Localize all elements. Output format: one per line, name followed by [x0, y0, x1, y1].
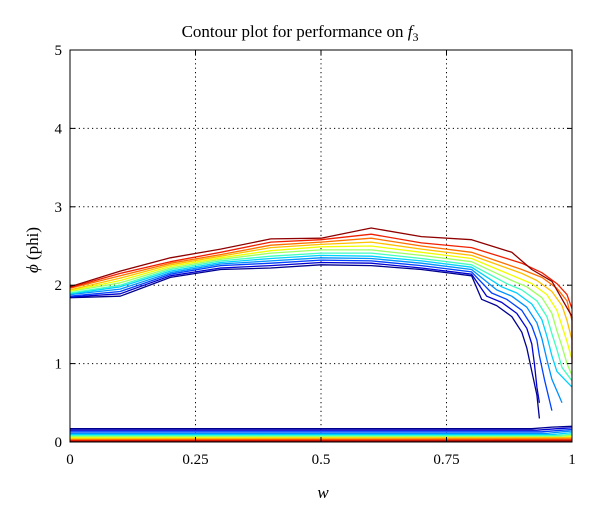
y-tick-label: 2	[55, 278, 63, 294]
upper-contour-line-3	[69, 259, 553, 411]
chart-title: Contour plot for performance on f3	[182, 22, 419, 44]
grid-lines	[70, 50, 572, 442]
y-axis-label: ϕ (phi)	[23, 227, 42, 273]
lower-contour-line-7	[69, 434, 573, 438]
y-tick-label: 1	[55, 357, 63, 373]
x-tick-label: 0.75	[433, 452, 459, 468]
lower-contour-line-4	[70, 430, 573, 435]
y-tick-label: 4	[55, 121, 63, 137]
upper-contour-line-6	[69, 252, 573, 382]
upper-contour-line-9	[69, 241, 573, 341]
x-tick-label: 0.5	[312, 452, 331, 468]
upper-contour-line-11	[69, 233, 573, 309]
x-tick-label: 0.25	[182, 452, 208, 468]
y-tick-label: 5	[55, 43, 63, 59]
x-axis-label: w	[317, 483, 329, 502]
axis-ticks: 0 0.25 0.5 0.75 1 0 1 2 3 4 5	[55, 43, 576, 468]
contour-lines	[69, 227, 573, 443]
lower-contour-line-1	[70, 425, 573, 430]
upper-contour-line-12	[69, 227, 573, 364]
y-tick-label: 3	[55, 200, 63, 216]
x-tick-label: 1	[568, 452, 576, 468]
upper-contour-line-2	[69, 261, 541, 403]
upper-contour-line-1	[69, 264, 541, 419]
lower-contour-line-5	[70, 431, 573, 436]
upper-contour-line-4	[69, 257, 563, 404]
y-axis-label-text: (phi)	[23, 227, 42, 264]
upper-contour-line-7	[69, 249, 573, 376]
lower-contour-line-2	[70, 427, 573, 431]
upper-contour-line-5	[69, 254, 573, 388]
upper-contour-line-8	[69, 245, 573, 360]
y-axis-label-symbol: ϕ	[23, 264, 42, 273]
lower-contour-line-3	[70, 428, 573, 433]
chart-title-math-sub: 3	[412, 30, 418, 44]
y-tick-label: 0	[55, 435, 63, 451]
plot-frame	[69, 49, 573, 443]
x-tick-label: 0	[66, 452, 74, 468]
lower-contour-line-6	[70, 433, 573, 437]
chart-title-math: f	[408, 22, 415, 41]
chart-title-text: Contour plot for performance on	[182, 22, 408, 41]
